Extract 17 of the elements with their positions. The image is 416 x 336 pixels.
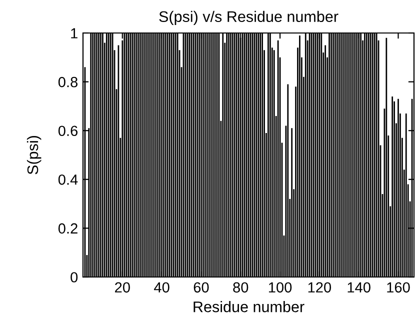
y-tick-label: 0.8 [58, 76, 78, 88]
x-tick-label: 60 [194, 282, 209, 293]
x-axis-title: Residue number [194, 301, 304, 312]
y-tick-label: 1 [71, 28, 78, 38]
y-tick-label: 0.4 [58, 174, 78, 185]
x-tick-label: 80 [233, 282, 248, 293]
x-tick-label: 100 [268, 282, 292, 293]
chart-title: S(psi) v/s Residue number [159, 10, 338, 26]
y-tick-label: 0.2 [58, 223, 78, 234]
x-tick-label: 20 [115, 282, 130, 293]
x-tick-label: 40 [154, 282, 170, 293]
y-tick-label: 0.6 [58, 126, 78, 136]
x-tick-label: 160 [387, 282, 410, 293]
x-tick-label: 120 [308, 282, 332, 293]
y-axis-title: S(psi) [26, 136, 42, 174]
x-tick-label: 140 [348, 282, 370, 293]
y-tick-label: 0 [70, 272, 78, 282]
